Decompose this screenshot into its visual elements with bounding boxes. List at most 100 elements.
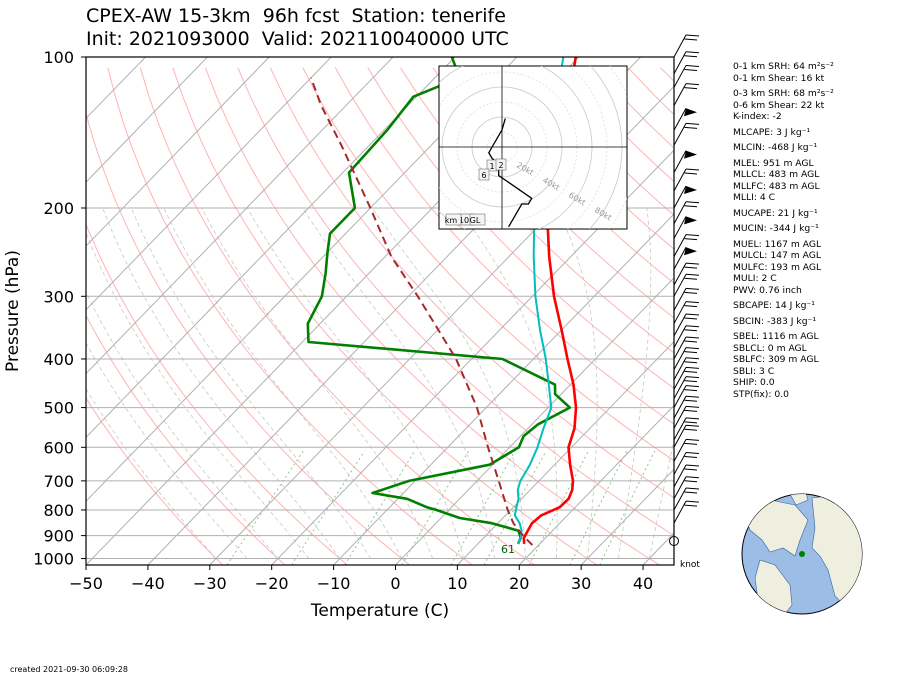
- wind-barb-feather: [685, 424, 700, 427]
- dry-adiabat: [399, 67, 674, 354]
- moist-adiabat: [130, 207, 372, 559]
- hodograph-label-box: [495, 158, 507, 171]
- chart-title-line2: Init: 2021093000 Valid: 202110040000 UTC: [86, 28, 509, 50]
- wind-barb-feather: [685, 51, 700, 54]
- stability-indices-panel: 0-1 km SRH: 64 m²s⁻² 0-1 km Shear: 16 kt 0…: [733, 57, 834, 400]
- wind-barb-shaft: [673, 34, 687, 58]
- stat-line: SHIP: 0.0: [733, 377, 775, 388]
- y-tick-label: 900: [43, 527, 74, 546]
- parcel-line: [310, 77, 534, 546]
- wind-barb: [673, 108, 697, 131]
- mixing-ratio-line: [483, 450, 547, 565]
- wind-barb-feather: [684, 480, 698, 483]
- wind-barb-feather: [684, 428, 698, 431]
- wind-barb-shaft: [673, 216, 687, 239]
- wind-barb-feather: [684, 340, 698, 343]
- y-tick-label: 300: [43, 287, 74, 306]
- wind-barb-feather: [685, 325, 700, 328]
- isotherm: [86, 57, 456, 439]
- wind-barb-shaft: [673, 336, 687, 360]
- wind-barb: [673, 287, 700, 311]
- stat-line: 0-3 km SRH: 68 m²s⁻²: [733, 88, 834, 99]
- isotherm: [86, 57, 394, 375]
- stat-line: STP(fix): 0.0: [733, 388, 790, 400]
- stat-line: 0-1 km Shear: 16 kt: [733, 72, 825, 84]
- wind-barb: [673, 464, 700, 488]
- stat-line: SBCIN: -383 J kg⁻¹: [733, 315, 817, 327]
- wind-barb-feather: [684, 291, 698, 294]
- wind-barb-feather: [685, 262, 700, 265]
- isotherm: [457, 340, 674, 565]
- dry-adiabat: [86, 111, 411, 565]
- wind-barb: [673, 336, 700, 360]
- station-marker: [799, 551, 805, 557]
- x-tick-label: 0: [390, 574, 400, 593]
- dry-adiabat: [464, 67, 674, 284]
- wind-barb-feather: [684, 370, 698, 373]
- stat-line: SBCAPE: 14 J kg⁻¹: [733, 300, 815, 311]
- wind-barb: [673, 34, 700, 58]
- mixing-ratio-line: [344, 450, 416, 565]
- wind-barb-feather: [684, 380, 698, 383]
- wind-barb: [673, 301, 700, 324]
- isotherm: [86, 57, 270, 247]
- hodograph-height-label: GL: [470, 216, 481, 225]
- wind-barb-shaft: [673, 357, 687, 380]
- wind-barb-feather: [685, 34, 700, 37]
- wind-barb-shaft: [673, 376, 687, 399]
- wind-barb-shaft: [673, 168, 687, 192]
- wind-barb-shaft: [673, 108, 687, 131]
- wind-barb: [673, 325, 700, 349]
- y-tick-label: 100: [43, 48, 74, 67]
- hodograph-label-box: [469, 213, 486, 226]
- wind-barb: [673, 216, 697, 239]
- wind-barb-feather: [684, 491, 698, 494]
- wind-barb-shaft: [673, 201, 687, 224]
- wind-barb-feather: [685, 83, 700, 86]
- land-greenland: [789, 494, 809, 506]
- stat-line: MLEL: 951 m AGL: [733, 157, 814, 169]
- stat-line: 0-1 km SRH: 64 m²s⁻²: [733, 61, 834, 72]
- wind-barb-feather: [685, 201, 700, 204]
- wind-barb-feather: [685, 347, 700, 350]
- x-tick-label: 10: [447, 574, 467, 593]
- wind-barb-shaft: [673, 123, 687, 146]
- wind-barb: [673, 438, 700, 462]
- wind-barb-feather: [684, 442, 698, 445]
- wind-barb-feather: [684, 399, 698, 402]
- dry-adiabat: [172, 67, 598, 565]
- wind-barb-feather: [684, 456, 698, 459]
- dry-adiabat: [269, 67, 674, 499]
- wind-barb: [673, 51, 700, 75]
- y-tick-label: 500: [43, 399, 74, 418]
- wind-barb-flag: [684, 216, 697, 225]
- wind-barb-shaft: [673, 406, 687, 429]
- wind-barb-shaft: [673, 476, 687, 500]
- x-tick-label: −40: [131, 574, 165, 593]
- moist-adiabat: [556, 207, 598, 559]
- dry-adiabat: [334, 67, 674, 425]
- wind-barb-feather: [685, 357, 700, 360]
- wind-barb-shaft: [673, 395, 687, 419]
- isotherm: [395, 277, 674, 565]
- mixing-ratio-line: [450, 450, 516, 565]
- stat-line: SBEL: 1116 m AGL: [733, 331, 819, 342]
- wind-barb-shaft: [673, 464, 687, 488]
- wind-barb-shaft: [673, 500, 687, 524]
- wind-barb: [673, 247, 697, 270]
- wind-barb-feather: [685, 168, 700, 171]
- wind-barb: [673, 476, 700, 500]
- created-timestamp: created 2021-09-30 06:09:28: [10, 665, 128, 674]
- wind-barb: [673, 201, 700, 224]
- wind-barb-feather: [684, 468, 698, 471]
- wind-barb-shaft: [673, 234, 687, 257]
- wind-barb-shaft: [673, 51, 687, 75]
- wind-barb-feather: [684, 504, 698, 507]
- stat-line: MLLCL: 483 m AGL: [733, 169, 820, 180]
- wind-barb: [673, 150, 697, 173]
- stat-line: MUCIN: -344 J kg⁻¹: [733, 223, 819, 234]
- wind-barb-feather: [685, 301, 700, 304]
- moist-adiabat: [457, 207, 558, 559]
- wind-barb-feather: [684, 205, 698, 208]
